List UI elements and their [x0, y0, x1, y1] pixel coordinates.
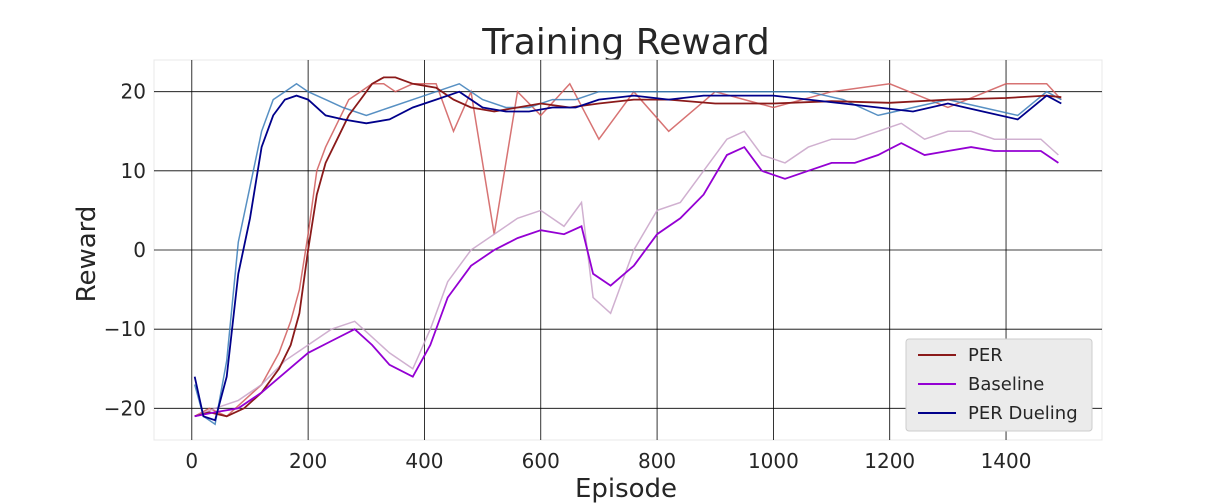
x-tick-label-4: 800: [638, 449, 676, 473]
series-per-dueling-raw-line: [193, 82, 1062, 426]
series-baseline-raw-line: [194, 122, 1059, 417]
legend: PER Baseline PER Dueling: [905, 338, 1093, 432]
x-tick-labels: 0 200 400 600 800 1000 1200 1400: [185, 449, 1031, 473]
smoothed-series-lines: [193, 76, 1062, 422]
y-tick-label-3: 10: [121, 159, 146, 183]
series-per-dueling-line: [193, 90, 1062, 422]
y-tick-label-0: −20: [104, 396, 146, 420]
series-baseline-line: [194, 142, 1059, 418]
x-tick-label-3: 600: [522, 449, 560, 473]
x-tick-label-7: 1400: [981, 449, 1032, 473]
x-tick-label-1: 200: [289, 449, 327, 473]
x-tick-label-2: 400: [405, 449, 443, 473]
legend-label-per-dueling: PER Dueling: [968, 403, 1078, 424]
x-tick-label-0: 0: [185, 449, 198, 473]
legend-label-baseline: Baseline: [968, 374, 1044, 395]
x-tick-label-5: 1000: [748, 449, 799, 473]
series-per-line: [194, 76, 1062, 418]
chart-title: Training Reward: [481, 22, 770, 63]
x-axis-title: Episode: [575, 474, 677, 504]
y-tick-label-2: 0: [133, 238, 146, 262]
raw-series-lines: [193, 82, 1062, 426]
y-tick-label-4: 20: [121, 80, 146, 104]
x-tick-label-6: 1200: [864, 449, 915, 473]
grid-lines: [154, 60, 1102, 440]
legend-box: [905, 338, 1093, 432]
series-per-raw-line: [194, 82, 1062, 418]
legend-label-per: PER: [968, 345, 1003, 366]
y-tick-label-1: −10: [104, 317, 146, 341]
y-axis-title: Reward: [72, 206, 102, 303]
y-tick-labels: −20 −10 0 10 20: [104, 80, 146, 421]
